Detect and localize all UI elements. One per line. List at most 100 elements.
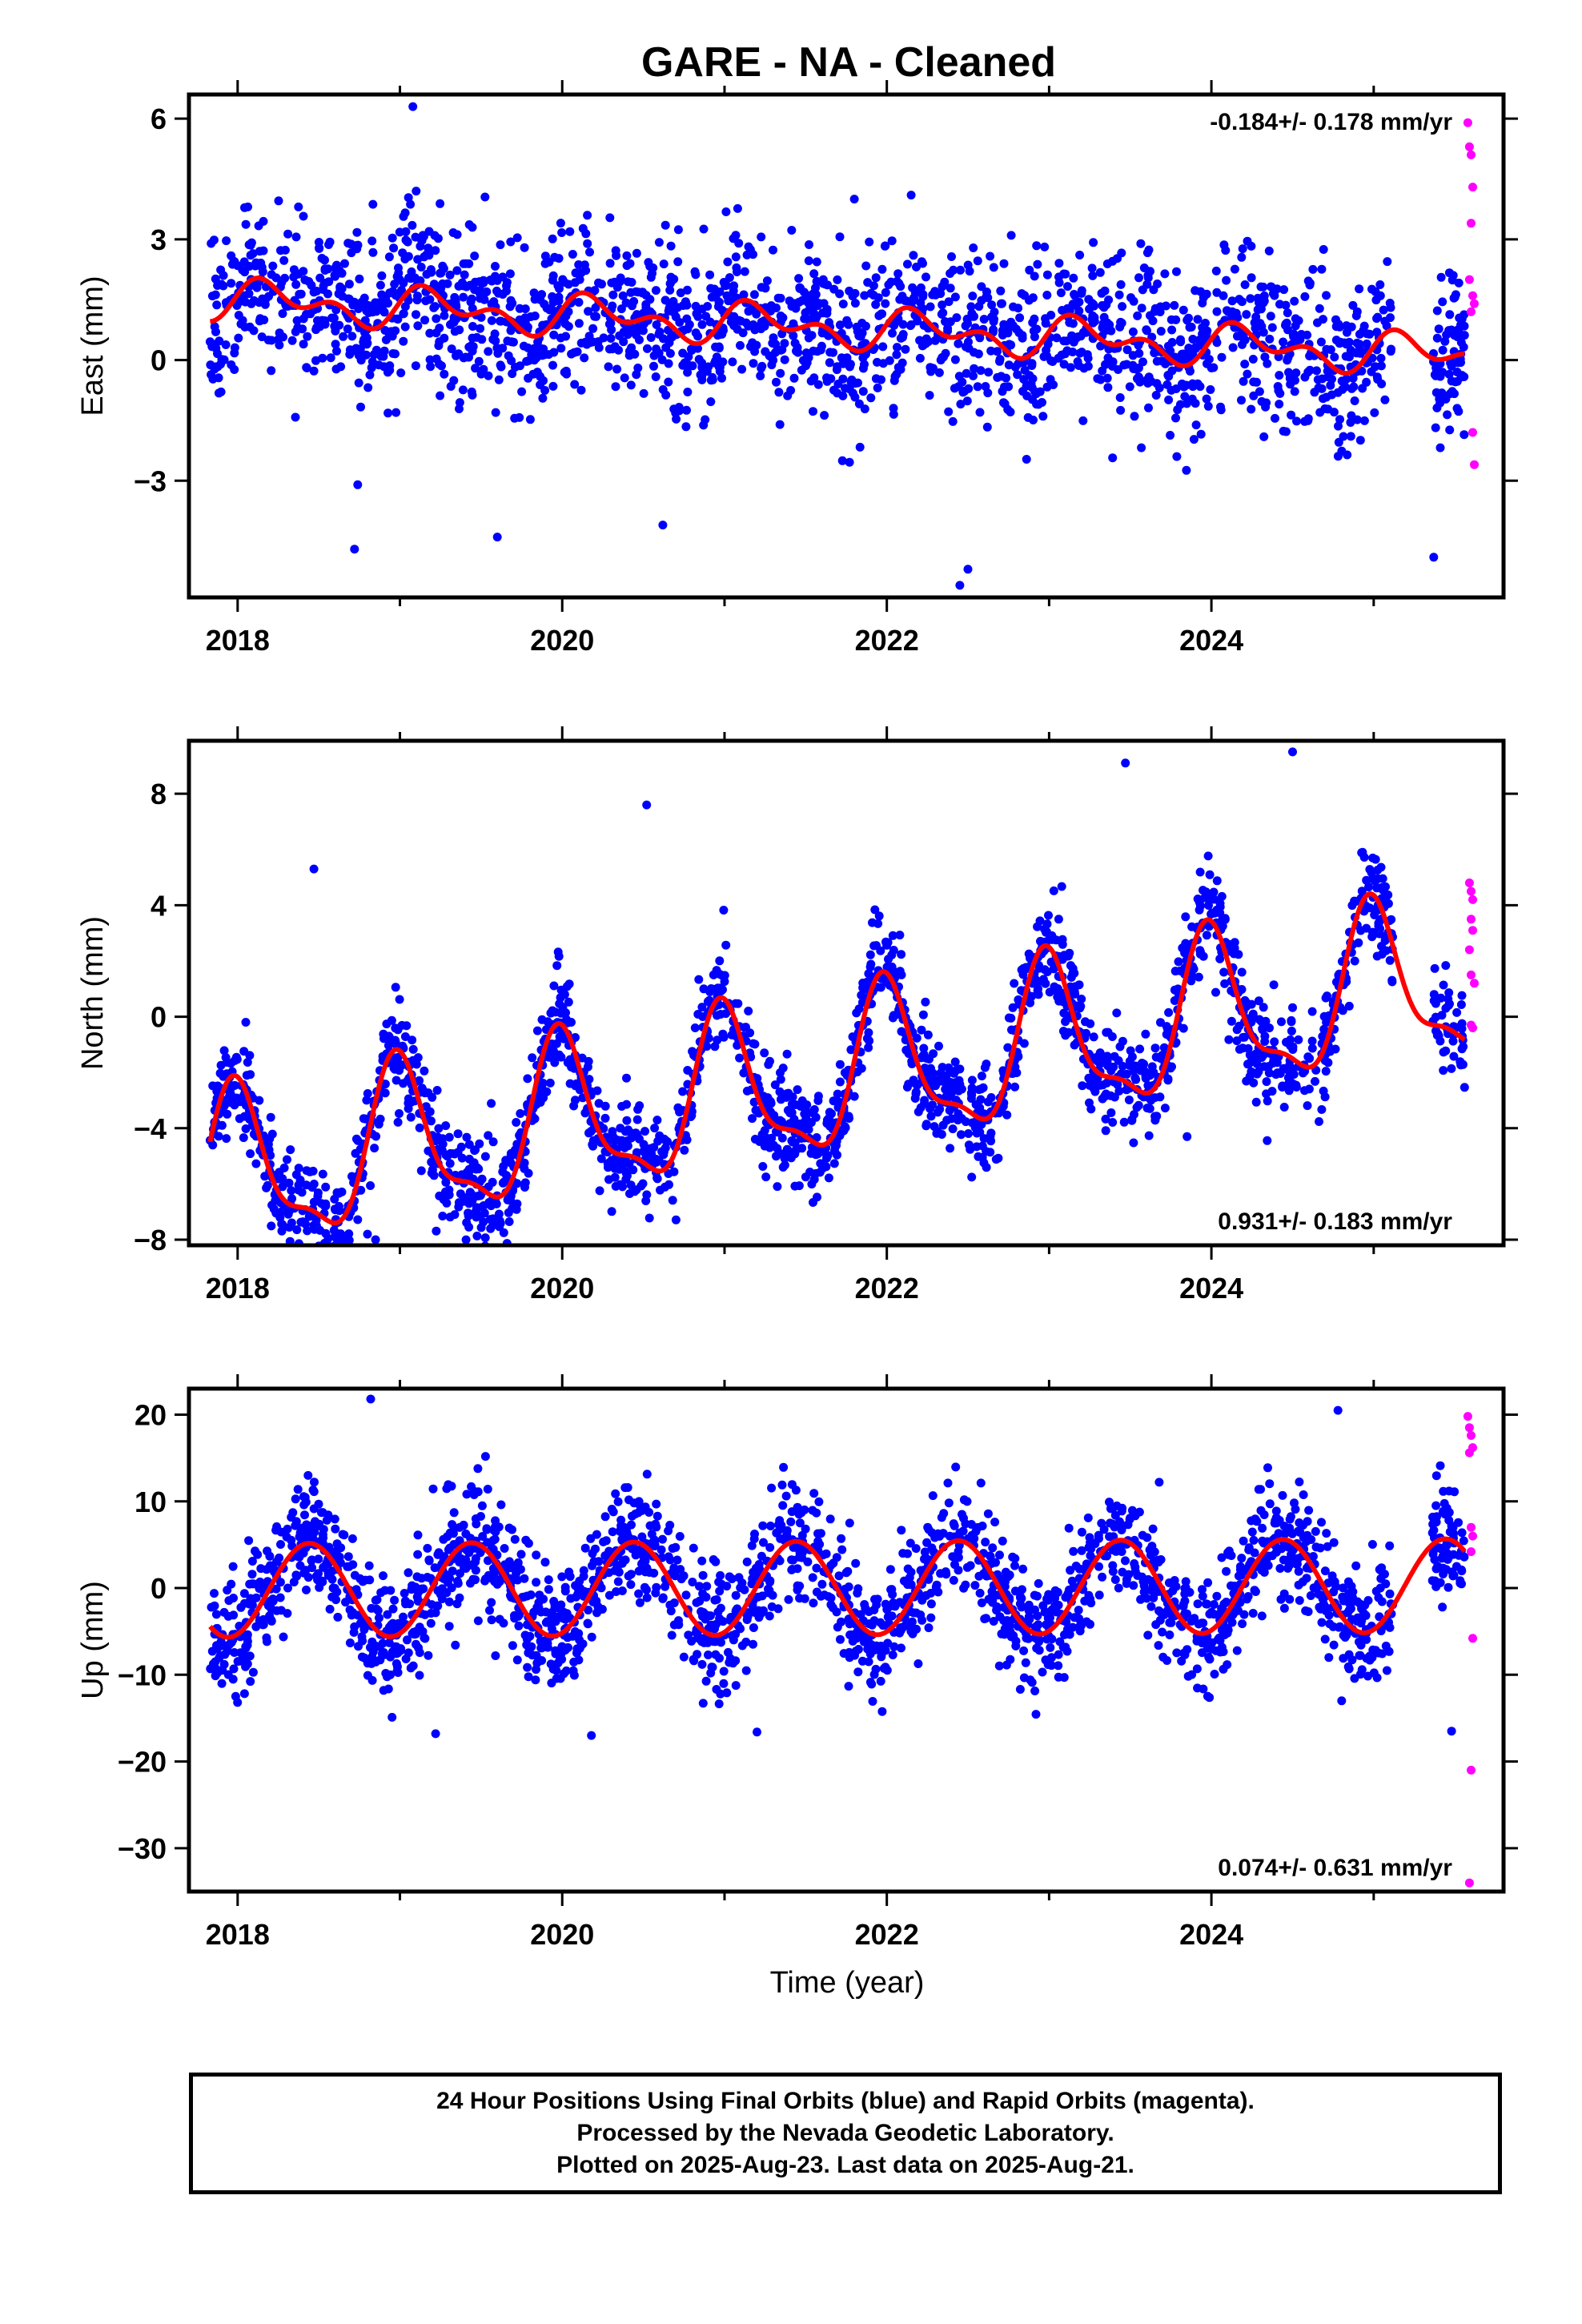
data-point	[506, 1158, 516, 1168]
data-point	[652, 1174, 662, 1184]
data-point	[898, 332, 907, 342]
data-point	[804, 1125, 813, 1134]
data-point	[697, 375, 707, 384]
data-point	[321, 1228, 331, 1238]
data-point	[395, 995, 404, 1004]
data-point	[570, 380, 580, 389]
data-point	[1342, 375, 1351, 384]
data-point	[1206, 385, 1215, 394]
data-point	[1172, 267, 1181, 276]
data-point	[1182, 465, 1191, 475]
data-point	[1440, 336, 1450, 346]
data-point	[752, 340, 761, 350]
data-point	[739, 290, 749, 300]
data-point	[1344, 352, 1354, 362]
data-point	[1193, 315, 1203, 324]
data-point	[550, 1058, 560, 1068]
data-point	[1367, 284, 1376, 294]
data-point	[530, 295, 540, 304]
data-point	[939, 352, 948, 362]
data-point	[1252, 1059, 1262, 1068]
data-point	[444, 1132, 454, 1142]
data-point	[944, 297, 954, 307]
data-point	[640, 1127, 649, 1136]
data-point	[1367, 367, 1376, 376]
data-point	[309, 366, 319, 376]
data-point	[669, 296, 678, 306]
rapid-point	[1464, 275, 1474, 284]
data-point	[288, 1508, 298, 1518]
data-point	[452, 351, 460, 360]
data-point	[532, 1578, 541, 1587]
data-point	[377, 271, 387, 280]
data-point	[359, 335, 369, 344]
data-point	[1300, 292, 1310, 301]
data-point	[976, 1095, 986, 1104]
data-point	[729, 312, 739, 321]
data-point	[562, 369, 572, 379]
data-point	[1125, 382, 1134, 392]
data-point	[309, 287, 319, 297]
data-point	[458, 1196, 468, 1206]
data-point	[627, 343, 636, 352]
data-point	[625, 259, 635, 268]
data-point	[1221, 246, 1231, 255]
data-point	[613, 1136, 623, 1145]
data-point	[1118, 1061, 1127, 1071]
data-point	[1203, 894, 1213, 903]
data-point	[1143, 271, 1153, 280]
data-point	[760, 1048, 769, 1058]
data-point	[893, 1010, 901, 1019]
data-point	[990, 315, 998, 324]
data-point	[732, 263, 741, 272]
data-point	[1355, 436, 1365, 445]
data-point	[1118, 302, 1127, 312]
data-point	[909, 1076, 918, 1085]
data-point	[967, 1172, 977, 1182]
data-point	[778, 1063, 788, 1073]
data-point	[351, 241, 360, 251]
data-point	[749, 320, 758, 329]
data-point	[925, 391, 934, 400]
data-point	[1054, 1650, 1063, 1659]
data-point	[758, 1162, 768, 1171]
data-point	[464, 1208, 473, 1218]
data-point	[974, 349, 983, 359]
data-point	[476, 369, 486, 379]
data-point	[548, 381, 558, 391]
data-point	[267, 336, 276, 345]
data-point	[345, 1638, 355, 1647]
data-point	[948, 416, 958, 426]
data-point	[556, 333, 565, 343]
data-point	[499, 1162, 508, 1171]
data-point	[749, 359, 758, 368]
data-point	[934, 368, 944, 377]
data-point	[1057, 350, 1066, 360]
data-point	[461, 259, 471, 268]
data-point	[1380, 395, 1390, 404]
data-point	[604, 1163, 612, 1172]
data-point	[1233, 332, 1242, 341]
data-point	[394, 263, 403, 273]
data-point	[1114, 290, 1124, 300]
data-point	[1355, 284, 1364, 294]
data-point	[633, 287, 643, 297]
data-point	[292, 1225, 302, 1235]
data-point	[441, 1177, 451, 1187]
data-point	[379, 1571, 387, 1581]
data-point	[738, 328, 748, 338]
data-point	[805, 240, 813, 249]
data-point	[294, 1180, 303, 1190]
data-point	[496, 316, 505, 326]
data-point	[1090, 312, 1099, 322]
data-point	[1199, 325, 1209, 335]
data-point	[1033, 922, 1042, 931]
data-point	[775, 420, 785, 429]
data-point	[286, 1145, 295, 1155]
data-point	[1015, 313, 1025, 323]
data-point	[896, 364, 905, 374]
data-point	[1342, 328, 1351, 337]
data-point	[1032, 241, 1042, 251]
data-point	[1121, 1556, 1130, 1566]
data-point	[652, 344, 661, 354]
